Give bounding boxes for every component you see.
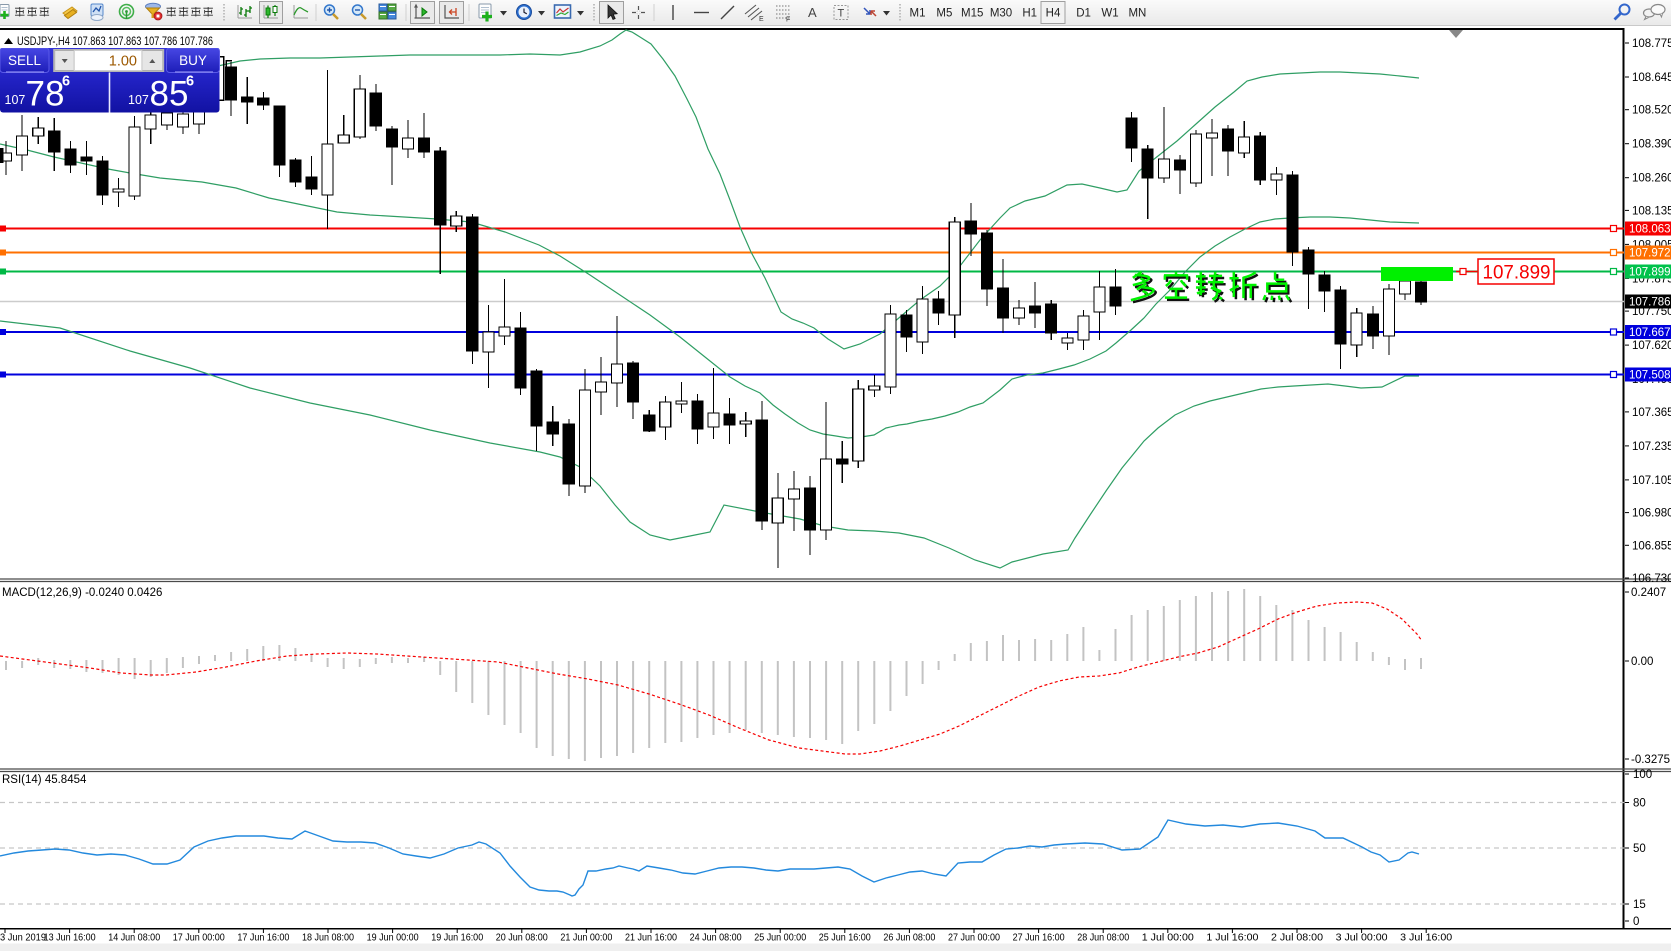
svg-text:19 Jun 16:00: 19 Jun 16:00 (431, 932, 483, 944)
svg-text:M15: M15 (961, 8, 983, 20)
svg-text:25 Jun 16:00: 25 Jun 16:00 (819, 932, 871, 944)
svg-text:3 Jul 00:00: 3 Jul 00:00 (1336, 932, 1388, 944)
svg-text:17 Jun 16:00: 17 Jun 16:00 (237, 932, 289, 944)
svg-text:3 Jul 16:00: 3 Jul 16:00 (1400, 932, 1452, 944)
svg-text:2 Jul 08:00: 2 Jul 08:00 (1271, 932, 1323, 944)
svg-text:E: E (759, 16, 764, 23)
svg-text:107.667: 107.667 (1629, 327, 1671, 339)
svg-text:108.260: 108.260 (1632, 173, 1671, 185)
svg-text:MACD(12,26,9) -0.0240 0.0426: MACD(12,26,9) -0.0240 0.0426 (2, 587, 162, 599)
svg-text:26 Jun 08:00: 26 Jun 08:00 (883, 932, 935, 944)
svg-text:100: 100 (1633, 769, 1652, 781)
svg-text:85: 85 (150, 74, 189, 113)
svg-text:M1: M1 (910, 8, 926, 20)
svg-text:A: A (808, 5, 817, 20)
svg-text:D1: D1 (1076, 8, 1091, 20)
svg-text:106.980: 106.980 (1632, 508, 1671, 520)
svg-text:13 Jun 16:00: 13 Jun 16:00 (44, 932, 96, 944)
svg-text:107.899: 107.899 (1629, 267, 1671, 279)
svg-text:21 Jun 16:00: 21 Jun 16:00 (625, 932, 677, 944)
svg-text:SELL: SELL (8, 53, 42, 68)
svg-text:108.775: 108.775 (1632, 38, 1671, 50)
svg-text:1 Jul 16:00: 1 Jul 16:00 (1206, 932, 1258, 944)
svg-text:108.390: 108.390 (1632, 139, 1671, 151)
svg-text:107.620: 107.620 (1632, 340, 1671, 352)
svg-text:28 Jun 08:00: 28 Jun 08:00 (1077, 932, 1129, 944)
svg-text:107.899: 107.899 (1483, 262, 1551, 284)
svg-text:107.786: 107.786 (1629, 297, 1671, 309)
svg-text:14 Jun 08:00: 14 Jun 08:00 (108, 932, 160, 944)
svg-text:108.135: 108.135 (1632, 205, 1671, 217)
svg-text:M30: M30 (990, 8, 1012, 20)
svg-text:27 Jun 00:00: 27 Jun 00:00 (948, 932, 1000, 944)
svg-text:M5: M5 (936, 8, 952, 20)
svg-text:107: 107 (128, 93, 149, 107)
svg-text:27 Jun 16:00: 27 Jun 16:00 (1013, 932, 1065, 944)
svg-text:0.2407: 0.2407 (1631, 587, 1666, 599)
svg-text:19 Jun 00:00: 19 Jun 00:00 (367, 932, 419, 944)
svg-text:25 Jun 00:00: 25 Jun 00:00 (754, 932, 806, 944)
svg-text:106.730: 106.730 (1632, 573, 1671, 585)
svg-text:F: F (786, 17, 790, 24)
svg-text:USDJPY-,H4 107.863 107.863 10: USDJPY-,H4 107.863 107.863 107.786 107.7… (17, 34, 213, 48)
svg-text:0: 0 (1633, 916, 1639, 928)
svg-text:24 Jun 08:00: 24 Jun 08:00 (690, 932, 742, 944)
svg-text:106.855: 106.855 (1632, 540, 1671, 552)
svg-text:78: 78 (26, 74, 65, 113)
svg-text:H4: H4 (1046, 8, 1061, 20)
svg-text:6: 6 (62, 73, 70, 89)
svg-text:17 Jun 00:00: 17 Jun 00:00 (173, 932, 225, 944)
svg-text:108.645: 108.645 (1632, 72, 1671, 84)
svg-text:18 Jun 08:00: 18 Jun 08:00 (302, 932, 354, 944)
svg-text:H1: H1 (1022, 8, 1037, 20)
svg-text:80: 80 (1633, 798, 1646, 810)
svg-text:RSI(14) 45.8454: RSI(14) 45.8454 (2, 774, 87, 786)
svg-text:-0.3275: -0.3275 (1631, 754, 1670, 766)
svg-text:W1: W1 (1101, 8, 1118, 20)
svg-text:107.972: 107.972 (1629, 248, 1671, 260)
svg-text:20 Jun 08:00: 20 Jun 08:00 (496, 932, 548, 944)
svg-text:107.508: 107.508 (1629, 370, 1671, 382)
svg-text:21 Jun 00:00: 21 Jun 00:00 (560, 932, 612, 944)
svg-text:108.520: 108.520 (1632, 105, 1671, 117)
svg-text:107.235: 107.235 (1632, 441, 1671, 453)
svg-text:107: 107 (5, 93, 26, 107)
svg-text:107.750: 107.750 (1632, 306, 1671, 318)
svg-text:1 Jul 00:00: 1 Jul 00:00 (1142, 932, 1194, 944)
svg-text:50: 50 (1633, 843, 1646, 855)
svg-text:1.00: 1.00 (109, 53, 137, 69)
svg-text:T: T (838, 8, 845, 20)
svg-text:15: 15 (1633, 899, 1646, 911)
svg-text:0.00: 0.00 (1631, 656, 1653, 668)
svg-text:107.105: 107.105 (1632, 475, 1671, 487)
svg-text:107.365: 107.365 (1632, 407, 1671, 419)
svg-text:MN: MN (1128, 8, 1146, 20)
svg-text:BUY: BUY (179, 53, 207, 68)
svg-text:6: 6 (186, 73, 194, 89)
svg-text:3 Jun 2019: 3 Jun 2019 (0, 932, 46, 944)
svg-text:108.063: 108.063 (1629, 224, 1671, 236)
